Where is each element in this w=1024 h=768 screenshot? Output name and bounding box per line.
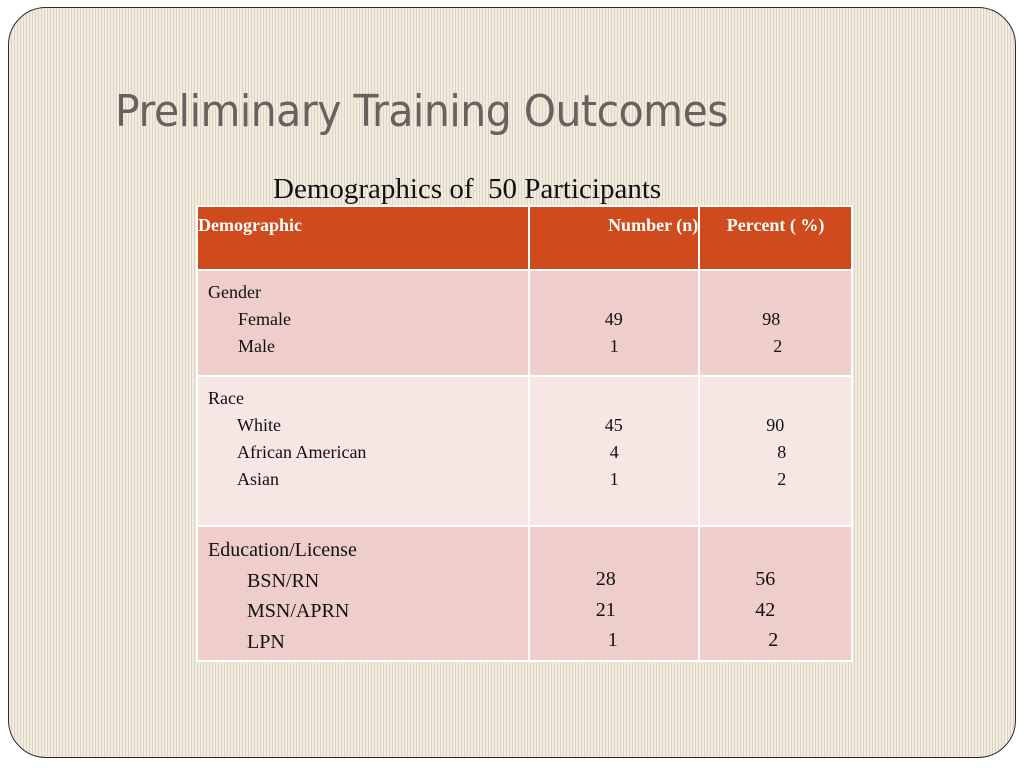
demographic-cell: Gender Female Male [196,269,530,377]
row-label: Female [238,309,291,329]
number-cell: 45 4 1 [527,375,701,527]
percent-value: 56 [755,568,776,590]
number-value: 45 [604,415,623,435]
row-label: BSN/RN [247,569,320,592]
number-value: 4 [609,442,619,462]
percent-cell: 98 2 [698,269,853,377]
percent-value: 42 [755,598,776,621]
table-header-row: Demographic Number (n) Percent ( %) [196,205,853,271]
percent-value: 2 [777,469,787,489]
percent-value: 2 [768,629,779,651]
percent-value: 90 [766,415,785,435]
group-label: Gender [208,282,261,302]
number-value: 28 [595,568,616,590]
table-row-education: Education/License BSN/RN MSN/APRN LPN 28… [196,525,853,662]
row-label: MSN/APRN [247,600,350,622]
demographic-cell: Education/License BSN/RN MSN/APRN LPN [196,525,530,662]
percent-value: 8 [777,442,787,462]
table-row-race: Race White African American Asian 45 4 1… [196,375,853,527]
number-value: 49 [604,309,623,329]
group-label: Race [208,388,244,408]
number-cell: 49 1 [527,269,701,377]
demographic-cell: Race White African American Asian [196,375,530,527]
number-value: 21 [595,598,616,621]
percent-cell: 90 8 2 [698,375,853,527]
percent-value: 98 [762,309,781,329]
row-label: LPN [247,630,285,653]
header-number: Number (n) [527,205,701,271]
table-caption: Demographics of 50 Participants [273,173,662,205]
row-label: African American [237,442,367,462]
number-value: 1 [607,629,618,651]
slide-title: Preliminary Training Outcomes [115,86,729,137]
table-row-gender: Gender Female Male 49 1 98 2 [196,269,853,377]
percent-value: 2 [773,336,783,356]
number-value: 1 [609,469,619,489]
percent-cell: 56 42 2 [698,525,853,662]
header-demographic: Demographic [196,205,530,271]
row-label: Asian [237,469,279,489]
number-cell: 28 21 1 [527,525,701,662]
number-value: 1 [609,336,619,356]
header-percent: Percent ( %) [698,205,853,271]
row-label: White [237,415,281,435]
demographics-table: Demographic Number (n) Percent ( %) Gend… [196,205,853,662]
row-label: Male [238,336,275,356]
group-label: Education/License [208,539,357,561]
